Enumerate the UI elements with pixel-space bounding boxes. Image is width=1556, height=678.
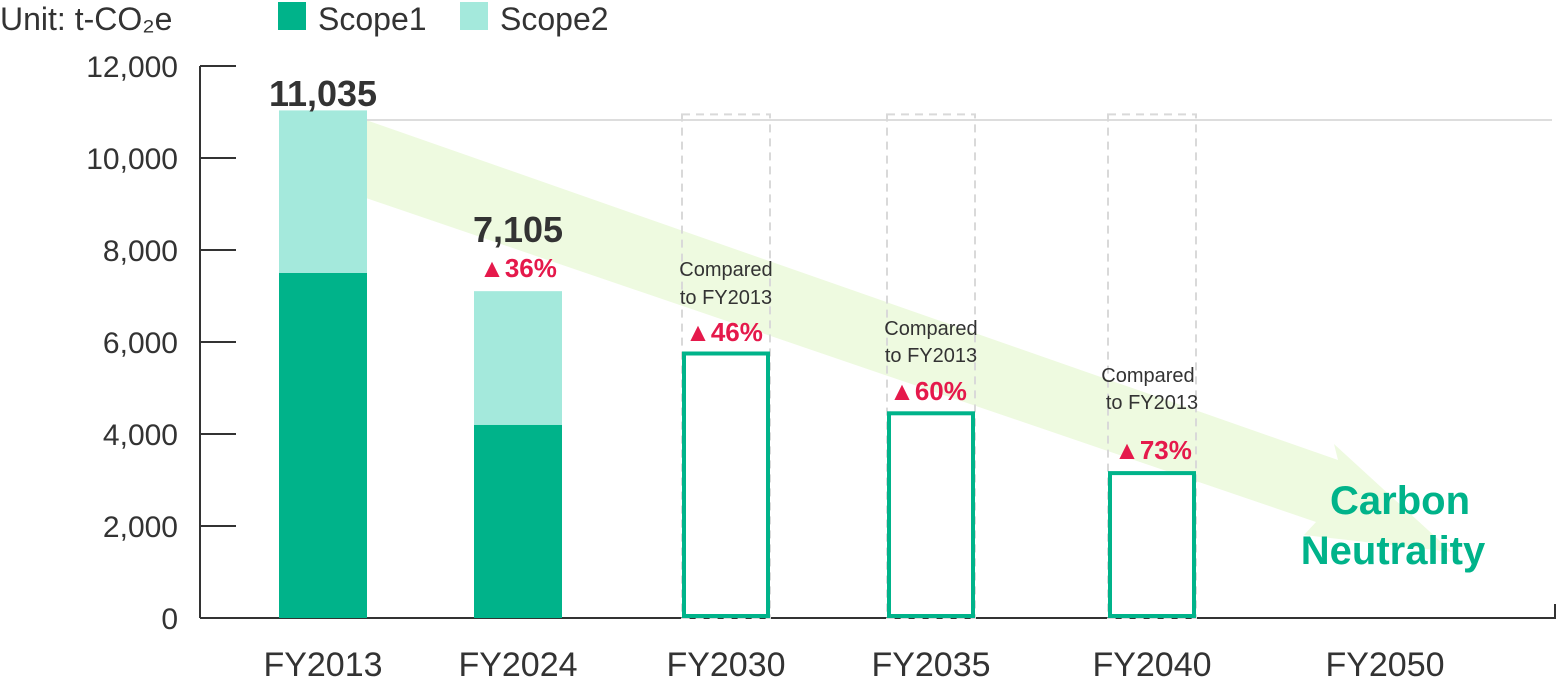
- comparison-note-line1: Compared: [1101, 365, 1194, 387]
- comparison-note-line1: Compared: [679, 259, 772, 281]
- target-bar-fy2035: [887, 411, 975, 618]
- target-bar-fy2040: [1108, 471, 1196, 618]
- total-label-fy2013: 11,035: [269, 73, 377, 114]
- x-tick-label: FY2024: [458, 646, 577, 678]
- x-tick-label: FY2030: [666, 646, 785, 678]
- bar-scope1-fy2013: [279, 273, 367, 618]
- baseline-ghost-outline: [1107, 113, 1197, 619]
- goal-label-line1: Carbon: [1330, 479, 1470, 523]
- goal-label-line2: Neutrality: [1301, 529, 1486, 573]
- target-bar-fy2030: [682, 351, 770, 618]
- legend-label-scope2: Scope2: [500, 1, 609, 37]
- bar-scope1-fy2024: [474, 424, 562, 618]
- unit-label: Unit: t-CO₂e: [0, 1, 172, 37]
- reduction-label-fy2024: ▲36%: [479, 253, 557, 283]
- x-tick-label: FY2035: [871, 646, 990, 678]
- y-tick-label: 4,000: [103, 419, 178, 452]
- reduction-label-fy2040: ▲73%: [1114, 435, 1192, 465]
- y-tick-label: 8,000: [103, 235, 178, 268]
- legend-swatch-scope2: [460, 2, 488, 30]
- x-tick-label: FY2013: [263, 646, 382, 678]
- y-tick-label: 6,000: [103, 327, 178, 360]
- y-tick-label: 10,000: [86, 143, 178, 176]
- comparison-note-line2: to FY2013: [885, 345, 977, 367]
- y-tick-label: 0: [161, 603, 178, 636]
- x-tick-label: FY2050: [1325, 646, 1444, 678]
- reduction-label-fy2030: ▲46%: [685, 317, 763, 347]
- comparison-note-line1: Compared: [884, 318, 977, 340]
- bar-scope2-fy2024: [474, 291, 562, 425]
- bar-scope2-fy2013: [279, 110, 367, 273]
- reduction-arrow: [366, 120, 1452, 552]
- y-tick-label: 12,000: [86, 51, 178, 84]
- legend-swatch-scope1: [278, 2, 306, 30]
- comparison-note-line2: to FY2013: [1106, 392, 1198, 414]
- baseline-ghost-outline: [886, 113, 976, 619]
- reduction-label-fy2035: ▲60%: [889, 376, 967, 406]
- x-tick-label: FY2040: [1092, 646, 1211, 678]
- comparison-note-line2: to FY2013: [680, 287, 772, 309]
- total-label-fy2024: 7,105: [473, 209, 563, 250]
- y-tick-label: 2,000: [103, 511, 178, 544]
- legend-label-scope1: Scope1: [318, 1, 427, 37]
